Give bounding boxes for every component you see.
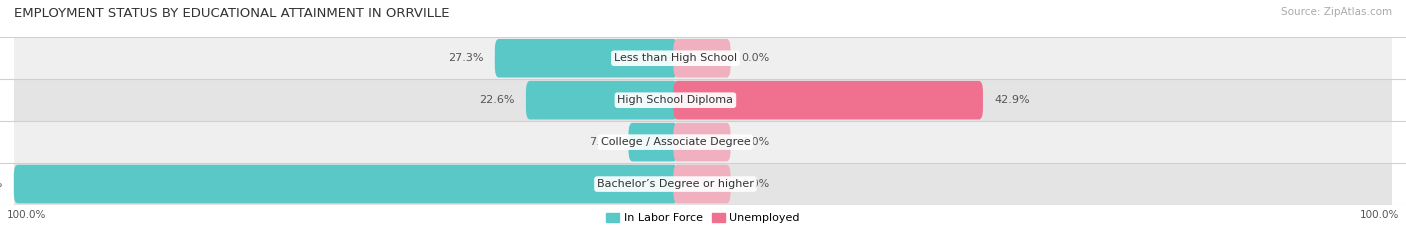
Text: 0.0%: 0.0% bbox=[741, 137, 770, 147]
Text: EMPLOYMENT STATUS BY EDUCATIONAL ATTAINMENT IN ORRVILLE: EMPLOYMENT STATUS BY EDUCATIONAL ATTAINM… bbox=[14, 7, 450, 20]
Text: College / Associate Degree: College / Associate Degree bbox=[600, 137, 751, 147]
Text: 100.0%: 100.0% bbox=[7, 210, 46, 220]
Text: Source: ZipAtlas.com: Source: ZipAtlas.com bbox=[1281, 7, 1392, 17]
FancyBboxPatch shape bbox=[673, 39, 731, 78]
Legend: In Labor Force, Unemployed: In Labor Force, Unemployed bbox=[602, 208, 804, 227]
Text: Less than High School: Less than High School bbox=[614, 53, 737, 63]
Text: 42.9%: 42.9% bbox=[994, 95, 1029, 105]
Text: 0.0%: 0.0% bbox=[741, 179, 770, 189]
Text: High School Diploma: High School Diploma bbox=[617, 95, 734, 105]
Text: 100.0%: 100.0% bbox=[1360, 210, 1399, 220]
Text: 27.3%: 27.3% bbox=[449, 53, 484, 63]
FancyBboxPatch shape bbox=[495, 39, 678, 78]
FancyBboxPatch shape bbox=[14, 79, 1392, 121]
Text: Bachelor’s Degree or higher: Bachelor’s Degree or higher bbox=[598, 179, 754, 189]
Text: 7.1%: 7.1% bbox=[589, 137, 617, 147]
FancyBboxPatch shape bbox=[673, 165, 731, 203]
FancyBboxPatch shape bbox=[526, 81, 678, 120]
Text: 0.0%: 0.0% bbox=[741, 53, 770, 63]
FancyBboxPatch shape bbox=[628, 123, 678, 161]
FancyBboxPatch shape bbox=[673, 123, 731, 161]
FancyBboxPatch shape bbox=[14, 163, 1392, 205]
FancyBboxPatch shape bbox=[673, 81, 983, 120]
FancyBboxPatch shape bbox=[14, 37, 1392, 79]
Text: 22.6%: 22.6% bbox=[479, 95, 515, 105]
Text: 100.0%: 100.0% bbox=[0, 179, 3, 189]
FancyBboxPatch shape bbox=[14, 121, 1392, 163]
FancyBboxPatch shape bbox=[14, 165, 678, 203]
